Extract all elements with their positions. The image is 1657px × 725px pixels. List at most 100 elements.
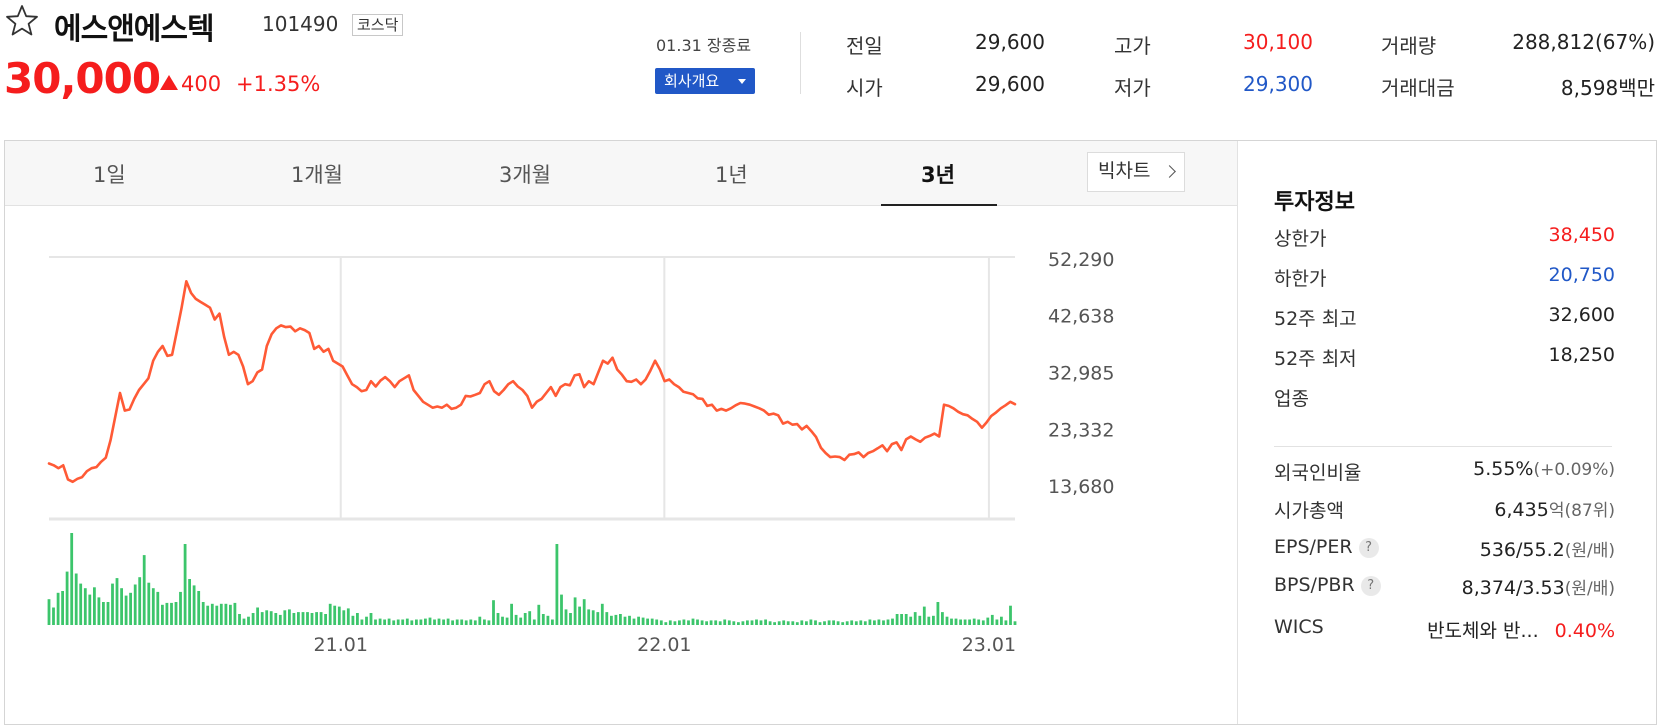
investment-info-panel: 투자정보 상한가 38,450 하한가 20,750 52주 최고 32,600… xyxy=(0,140,1657,725)
volume-bar xyxy=(650,618,654,625)
volume-bar xyxy=(242,618,246,625)
help-icon[interactable]: ? xyxy=(1358,538,1379,558)
volume-bar xyxy=(700,620,704,625)
volume-bar xyxy=(972,618,976,625)
volume-bar xyxy=(74,573,78,625)
volume-bar xyxy=(900,614,903,625)
volume-bar xyxy=(659,620,663,625)
volume-bar xyxy=(206,605,210,625)
volume-bar xyxy=(410,620,414,625)
volume-bar xyxy=(278,614,282,625)
bps-pbr-label-text: BPS/PBR xyxy=(1274,574,1355,596)
volume-bar xyxy=(587,609,591,625)
chart-panel: 1일 1개월 3개월 1년 3년 빅차트 52,290 42,638 32,985 2… xyxy=(4,140,1657,725)
volume-bar xyxy=(918,615,922,625)
volume-bar xyxy=(981,620,985,625)
volume-bar xyxy=(628,615,631,625)
volume-bar xyxy=(147,582,151,625)
volume-bar xyxy=(560,594,563,625)
volume-bar xyxy=(401,619,405,625)
volume-bar xyxy=(827,620,831,625)
volume-bar xyxy=(419,619,423,625)
volume-bar xyxy=(138,577,142,625)
volume-bar xyxy=(374,619,377,625)
volume-bar xyxy=(360,619,364,625)
trade-amount-unit: 백만 xyxy=(1618,76,1655,100)
tab-3year[interactable]: 3년 xyxy=(921,163,955,187)
favorite-star-icon[interactable] xyxy=(4,3,40,39)
bigchart-label: 빅차트 xyxy=(1098,160,1151,182)
volume-bar xyxy=(755,619,758,625)
volume-bar xyxy=(723,619,727,625)
volume-bar xyxy=(93,587,96,625)
volume-bar xyxy=(809,619,813,625)
volume-bar xyxy=(52,607,55,625)
volume-bar xyxy=(573,597,577,625)
volume-bar xyxy=(596,612,600,625)
bps-pbr-unit: (원/배) xyxy=(1564,579,1615,599)
volume-bar xyxy=(727,620,731,625)
tab-1day[interactable]: 1일 xyxy=(93,163,126,187)
volume-bar xyxy=(904,614,908,625)
volume-bar xyxy=(415,619,418,625)
volume-bar xyxy=(537,604,541,625)
high-label: 고가 xyxy=(1114,34,1151,58)
volume-bar xyxy=(247,616,250,625)
help-icon[interactable]: ? xyxy=(1360,576,1381,596)
volume-bar xyxy=(986,617,990,625)
tab-3month[interactable]: 3개월 xyxy=(499,163,552,187)
bps-pbr-label: BPS/PBR? xyxy=(1274,574,1381,596)
volume-bar xyxy=(532,619,536,625)
volume-bar xyxy=(337,606,341,625)
volume-bar xyxy=(668,620,672,625)
bps-pbr: 8,374/3.53(원/배) xyxy=(1462,574,1615,599)
volume-bar xyxy=(800,620,804,625)
caret-down-icon xyxy=(738,79,746,84)
eps-per-value: 536/55.2 xyxy=(1479,539,1565,561)
volume-bar xyxy=(795,622,799,625)
volume-bar xyxy=(823,621,826,625)
x-tick-label: 22.01 xyxy=(637,634,691,656)
volume-bar xyxy=(496,613,500,625)
volume-bar xyxy=(365,616,368,625)
volume-bar xyxy=(65,571,69,625)
high-value: 30,100 xyxy=(1243,30,1313,54)
industry-label: 업종 xyxy=(1274,388,1309,410)
volume-bar xyxy=(600,603,604,625)
volume-bar xyxy=(260,612,264,625)
market-cap: 6,435억(87위) xyxy=(1494,496,1615,521)
lower-limit-label: 하한가 xyxy=(1274,268,1327,290)
volume-bars xyxy=(47,533,1017,625)
volume-bar xyxy=(551,619,554,625)
open-value: 29,600 xyxy=(975,72,1045,96)
volume-bar xyxy=(301,612,305,625)
period-tabbar: 1일 1개월 3개월 1년 3년 빅차트 xyxy=(5,141,1237,206)
volume-bar xyxy=(641,617,645,625)
volume-bar xyxy=(405,618,409,625)
trade-amount: 8,598백만 xyxy=(1561,72,1655,101)
volume-bar xyxy=(922,606,926,625)
volume-bar xyxy=(288,609,291,625)
high-52w-value: 32,600 xyxy=(1548,304,1615,326)
active-tab-indicator xyxy=(881,204,997,206)
volume-bar xyxy=(133,584,137,625)
volume-bar xyxy=(183,544,187,625)
eps-per: 536/55.2(원/배) xyxy=(1480,536,1615,561)
bigchart-button[interactable]: 빅차트 xyxy=(1087,152,1185,192)
tab-1year[interactable]: 1년 xyxy=(715,163,748,187)
wics-sector[interactable]: 반도체와 반... xyxy=(1427,620,1539,642)
low-value: 29,300 xyxy=(1243,72,1313,96)
volume-bar xyxy=(863,621,867,625)
volume-bar xyxy=(469,619,473,625)
volume-bar xyxy=(174,602,178,625)
volume-bar xyxy=(215,605,219,625)
tab-1month[interactable]: 1개월 xyxy=(291,163,344,187)
volume-bar xyxy=(424,618,427,625)
volume-bar xyxy=(850,620,854,625)
trade-amount-label: 거래대금 xyxy=(1381,76,1455,100)
company-overview-button[interactable]: 회사개요 xyxy=(655,68,755,94)
upper-limit-value: 38,450 xyxy=(1548,224,1615,246)
x-tick-label: 21.01 xyxy=(314,634,368,656)
volume-bar xyxy=(841,622,845,625)
volume-bar xyxy=(655,619,659,625)
